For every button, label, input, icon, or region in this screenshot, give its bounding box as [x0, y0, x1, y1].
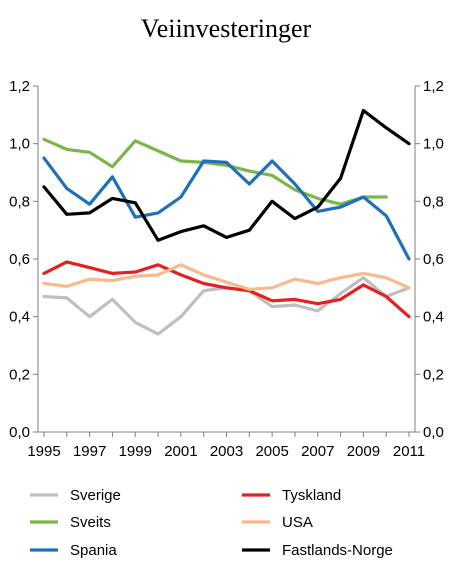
y-tick-label-right: 0,4	[423, 309, 444, 326]
legend-label: Sveits	[70, 514, 111, 531]
legend-item-usa: USA	[242, 514, 313, 531]
series-line-fastlands-norge	[42, 108, 411, 242]
x-tick-label: 2003	[210, 443, 243, 460]
y-tick-label-right: 0,0	[423, 424, 444, 441]
x-tick-label: 1999	[119, 443, 152, 460]
series-line-sverige	[42, 276, 411, 336]
x-tick-label: 2001	[164, 443, 197, 460]
x-tick-label: 2007	[301, 443, 334, 460]
y-tick-label-left: 0,2	[9, 366, 30, 383]
legend-item-sveits: Sveits	[30, 514, 111, 531]
legend-label: Tyskland	[282, 487, 341, 504]
y-tick-label-left: 1,2	[9, 78, 30, 95]
x-tick-label: 2011	[393, 443, 425, 460]
y-tick-label-right: 1,0	[423, 136, 444, 153]
legend-label: Fastlands-Norge	[282, 542, 393, 559]
x-tick-label: 2005	[255, 443, 288, 460]
chart-title: Veiinvesteringer	[141, 14, 312, 43]
x-tick-label: 1997	[73, 443, 106, 460]
y-tick-label-left: 0,4	[9, 309, 30, 326]
legend-item-sverige: Sverige	[30, 487, 121, 504]
x-tick-label: 2009	[347, 443, 380, 460]
series-line-spania	[42, 156, 411, 261]
y-tick-label-right: 0,2	[423, 366, 444, 383]
legend-item-fastlands-norge: Fastlands-Norge	[242, 542, 393, 559]
y-tick-label-left: 0,6	[9, 251, 30, 268]
y-tick-label-right: 0,8	[423, 193, 444, 210]
series-lines	[42, 108, 411, 336]
y-tick-label-left: 0,0	[9, 424, 30, 441]
legend: Sverige Tyskland Sveits USA Spania Fastlands-…	[30, 487, 393, 559]
legend-item-tyskland: Tyskland	[242, 487, 341, 504]
tick-labels: 0,0 0,0 0,2 0,2 0,4 0,4 0,6 0,6 0,8 0,8 1,0 1,0 1,2 1…	[9, 78, 444, 460]
x-tick-label: 1995	[27, 443, 60, 460]
legend-label: Spania	[70, 542, 117, 559]
legend-item-spania: Spania	[30, 542, 117, 559]
series-line-usa	[42, 263, 411, 291]
y-tick-label-right: 0,6	[423, 251, 444, 268]
y-tick-label-right: 1,2	[423, 78, 444, 95]
series-line-sveits	[42, 137, 388, 206]
y-tick-label-left: 0,8	[9, 193, 30, 210]
y-tick-label-left: 1,0	[9, 136, 30, 153]
legend-label: USA	[282, 514, 313, 531]
axes	[33, 85, 420, 437]
legend-label: Sverige	[70, 487, 121, 504]
series-line-tyskland	[42, 260, 411, 319]
